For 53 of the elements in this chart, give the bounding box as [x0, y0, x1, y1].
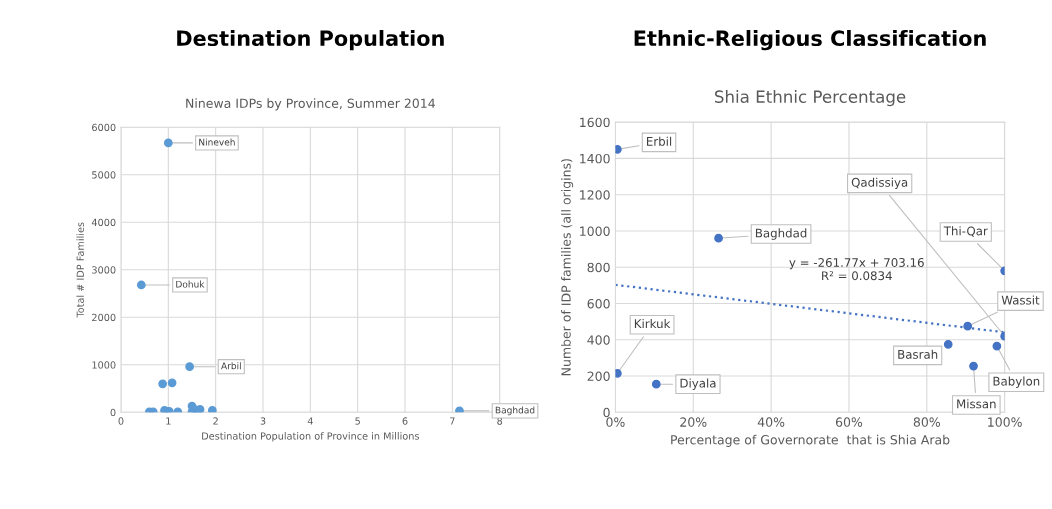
y-tick-label: 1000: [580, 226, 610, 236]
x-tick-label: 7: [450, 417, 455, 425]
y-tick-label: 800: [587, 262, 610, 273]
x-tick-label: 5: [355, 417, 360, 425]
y-tick-label: 600: [587, 298, 610, 309]
annotation: Basrah: [898, 349, 938, 359]
annotation: Babylon: [993, 376, 1040, 388]
y-tick-label: 400: [587, 335, 610, 345]
y-tick-label: 3000: [92, 266, 116, 274]
chart-title: Ethnic-Religious Classification: [634, 29, 986, 51]
x-axis-title: Percentage of Governorate that is Shia Arab: [671, 434, 950, 447]
y-tick-label: 2000: [92, 313, 116, 322]
annotation: Kirkuk: [634, 318, 671, 329]
chart-title: Destination Population: [177, 29, 444, 51]
y-tick-label: 1000: [92, 361, 116, 369]
y-tick-label: 200: [587, 371, 610, 381]
x-tick-label: 0: [118, 417, 124, 425]
chart-subtitle: Shia Ethnic Percentage: [714, 90, 906, 107]
y-axis-title: Total # IDP Families: [76, 222, 84, 318]
annotation: Arbil: [221, 362, 241, 370]
y-axis-title: Number of IDP families (all origins): [561, 159, 574, 376]
chart-subtitle: Ninewa IDPs by Province, Summer 2014: [186, 98, 435, 111]
y-tick-label: 1200: [580, 190, 610, 200]
y-tick-label: 1400: [580, 153, 610, 164]
x-tick-label: 1: [166, 417, 171, 425]
annotation: Diyala: [680, 378, 716, 390]
x-tick-label: 60%: [835, 417, 863, 427]
x-tick-label: 4: [307, 417, 313, 425]
x-tick-label: 40%: [757, 417, 785, 427]
annotation: Wassit: [1001, 295, 1040, 305]
x-axis-title: Destination Population of Province in Millions: [202, 432, 420, 442]
y-tick-label: 6000: [92, 123, 116, 132]
y-tick-label: 5000: [92, 171, 116, 179]
annotation: Baghdad: [755, 228, 807, 240]
annotation: Thi-Qar: [943, 226, 988, 237]
x-tick-label: 80%: [913, 417, 941, 427]
annotation: y = -261.77x + 703.16 R² = 0.0834: [789, 258, 924, 281]
y-tick-label: 1600: [580, 117, 610, 128]
annotation: Missan: [957, 399, 996, 409]
x-tick-label: 2: [213, 417, 218, 425]
annotation: Baghdad: [495, 406, 535, 416]
x-tick-label: 0%: [606, 417, 625, 427]
y-tick-label: 4000: [91, 218, 116, 227]
x-tick-label: 100%: [988, 417, 1022, 427]
y-tick-label: 0: [603, 407, 610, 418]
annotation: Nineveh: [199, 138, 235, 146]
x-tick-label: 20%: [680, 417, 707, 427]
x-tick-label: 6: [402, 417, 408, 425]
y-tick-label: 0: [110, 408, 116, 417]
x-tick-label: 3: [260, 417, 266, 425]
annotation: Qadissiya: [851, 177, 908, 190]
annotation: Dohuk: [176, 280, 205, 288]
annotation: Erbil: [647, 136, 672, 146]
